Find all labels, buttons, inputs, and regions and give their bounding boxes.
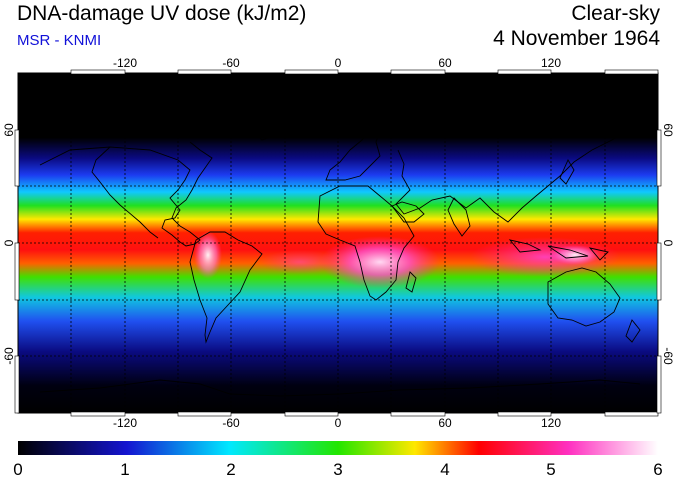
source-label: MSR - KNMI bbox=[17, 32, 102, 49]
colorbar-label: 5 bbox=[546, 460, 555, 479]
lon-tick-bottom: -60 bbox=[222, 416, 240, 430]
sky-condition-label: Clear-sky bbox=[571, 2, 660, 25]
coastlines bbox=[39, 91, 641, 397]
colorbar-label: 1 bbox=[120, 460, 129, 479]
south-america-coast bbox=[189, 231, 263, 344]
date-label: 4 November 1964 bbox=[493, 27, 660, 50]
india-coast bbox=[447, 197, 471, 237]
lon-tick-top: 60 bbox=[438, 56, 452, 70]
australia-coast bbox=[547, 267, 621, 327]
lon-tick-top: 0 bbox=[335, 56, 342, 70]
colorbar bbox=[18, 441, 658, 455]
lat-tick-right: 60 bbox=[661, 123, 675, 137]
atlantic-uv-hotspot bbox=[260, 250, 340, 274]
lon-tick-bottom: -120 bbox=[113, 416, 137, 430]
lon-tick-bottom: 60 bbox=[438, 416, 452, 430]
lon-tick-top: -60 bbox=[222, 56, 240, 70]
map-field bbox=[18, 73, 658, 413]
lon-tick-top: -120 bbox=[113, 56, 137, 70]
madagascar-coast bbox=[405, 271, 417, 293]
lat-tick-left: 60 bbox=[2, 123, 16, 137]
japan-coast bbox=[559, 159, 575, 185]
graticule bbox=[18, 73, 658, 413]
lon-tick-bottom: 0 bbox=[335, 416, 342, 430]
asia-coast bbox=[395, 107, 632, 223]
map-title: DNA-damage UV dose (kJ/m2) bbox=[17, 2, 307, 25]
antarctica-coast bbox=[39, 379, 641, 397]
lat-tick-left: -60 bbox=[2, 347, 16, 365]
arabia-coast bbox=[391, 201, 425, 223]
lon-tick-bottom: 120 bbox=[541, 416, 561, 430]
colorbar-label: 0 bbox=[13, 460, 22, 479]
colorbar-label: 6 bbox=[653, 460, 662, 479]
lon-tick-top: 120 bbox=[541, 56, 561, 70]
indonesia-uv-hotspot bbox=[550, 245, 600, 265]
lat-tick-right: 0 bbox=[661, 240, 675, 247]
colorbar-label: 4 bbox=[440, 460, 449, 479]
colorbar-label: 2 bbox=[226, 460, 235, 479]
lat-tick-right: -60 bbox=[661, 347, 675, 365]
colorbar-label: 3 bbox=[333, 460, 342, 479]
lat-tick-left: 0 bbox=[2, 239, 16, 246]
new-zealand-coast bbox=[625, 319, 641, 343]
africa-uv-hotspot bbox=[320, 236, 440, 288]
map-border-segments bbox=[14, 69, 662, 417]
